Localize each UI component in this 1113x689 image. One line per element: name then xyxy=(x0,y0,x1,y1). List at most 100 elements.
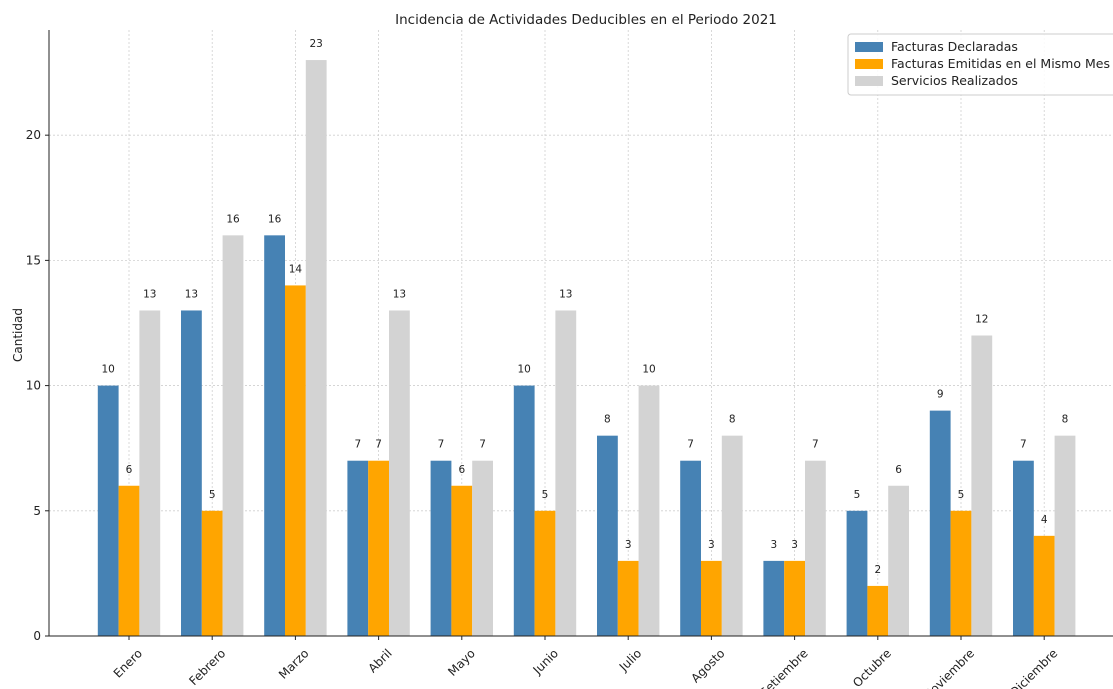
bar xyxy=(867,585,889,636)
x-tick-label: Enero xyxy=(111,646,145,680)
legend-swatch xyxy=(855,76,883,86)
data-label: 14 xyxy=(289,263,303,275)
bar xyxy=(721,435,743,636)
legend-swatch xyxy=(855,42,883,52)
bars xyxy=(97,60,1076,637)
data-label: 7 xyxy=(1020,439,1027,451)
legend: Facturas Declaradas Facturas Emitidas en … xyxy=(847,33,1113,96)
bar xyxy=(305,60,327,637)
data-label: 8 xyxy=(604,414,611,426)
bar xyxy=(950,510,972,636)
bar xyxy=(347,460,369,636)
data-label: 5 xyxy=(542,489,549,501)
y-tick-label: 5 xyxy=(33,504,41,518)
bar xyxy=(1033,535,1055,636)
chart-title: Incidencia de Actividades Deducibles en … xyxy=(395,12,777,28)
data-label: 23 xyxy=(310,38,323,50)
data-label: 7 xyxy=(354,439,361,451)
y-axis-label: Cantidad xyxy=(11,308,25,362)
data-label: 10 xyxy=(102,364,115,376)
x-tick-label: Mayo xyxy=(445,646,478,679)
data-label: 12 xyxy=(975,314,988,326)
data-label: 4 xyxy=(1041,514,1048,526)
x-tick-label: Setiembre xyxy=(757,646,811,689)
data-label: 7 xyxy=(687,439,694,451)
data-label: 3 xyxy=(791,539,798,551)
bar xyxy=(805,460,826,636)
legend-swatch xyxy=(855,59,883,69)
data-label: 13 xyxy=(393,288,406,300)
x-tick-label: Octubre xyxy=(850,646,894,689)
bar xyxy=(118,485,140,636)
data-label: 5 xyxy=(958,489,965,501)
bar xyxy=(701,560,722,636)
data-label: 8 xyxy=(729,414,736,426)
bar xyxy=(763,560,785,636)
data-label: 13 xyxy=(559,288,572,300)
x-tick-label: Julio xyxy=(616,646,644,674)
bar xyxy=(222,235,244,636)
bar xyxy=(617,560,639,636)
bar xyxy=(451,485,473,636)
legend-label: Facturas Declaradas xyxy=(891,39,1018,54)
x-tick-label: Diciembre xyxy=(1007,646,1060,689)
data-label: 10 xyxy=(642,364,655,376)
bar xyxy=(1054,435,1076,636)
bar xyxy=(846,510,868,636)
bar xyxy=(929,410,951,636)
x-tick-label: Junio xyxy=(530,646,561,677)
bar xyxy=(264,235,285,636)
data-label: 2 xyxy=(874,564,881,576)
data-label: 7 xyxy=(438,439,445,451)
x-tick-label: Agosto xyxy=(688,646,727,685)
bar xyxy=(139,310,161,636)
y-tick-label: 20 xyxy=(26,128,41,142)
data-label: 3 xyxy=(708,539,715,551)
data-label: 6 xyxy=(458,464,465,476)
bar xyxy=(555,310,577,636)
x-tick-label: Noviembre xyxy=(921,646,977,689)
data-label: 3 xyxy=(625,539,632,551)
legend-label: Servicios Realizados xyxy=(891,73,1018,88)
value-labels: 10 6 13 13 5 16 16 14 23 7 7 13 7 6 7 10 5 13 8 3 10 7 3 8 3 3 7 5 2… xyxy=(102,38,1069,576)
bar xyxy=(534,510,556,636)
bar xyxy=(285,285,306,636)
bar xyxy=(368,460,389,636)
y-tick-label: 15 xyxy=(26,253,41,267)
y-tick-label: 10 xyxy=(26,379,41,393)
y-tick-label: 0 xyxy=(33,629,41,643)
bar xyxy=(181,310,202,636)
legend-box xyxy=(847,33,1113,96)
bar xyxy=(971,335,993,636)
bar xyxy=(1013,460,1034,636)
data-label: 7 xyxy=(479,439,486,451)
data-label: 3 xyxy=(770,539,777,551)
data-label: 13 xyxy=(143,288,156,300)
bar xyxy=(97,385,119,636)
data-label: 6 xyxy=(895,464,902,476)
data-label: 10 xyxy=(518,364,531,376)
x-tick-label: Marzo xyxy=(276,646,312,682)
bar xyxy=(680,460,701,636)
data-label: 6 xyxy=(126,464,133,476)
bar xyxy=(201,510,223,636)
bar xyxy=(888,485,909,636)
bar xyxy=(472,460,493,636)
axes xyxy=(48,30,1113,637)
data-label: 5 xyxy=(854,489,861,501)
data-label: 16 xyxy=(268,213,282,225)
bar xyxy=(430,460,452,636)
x-tick-label: Febrero xyxy=(186,646,228,688)
legend-label: Facturas Emitidas en el Mismo Mes xyxy=(891,56,1110,71)
data-label: 9 xyxy=(937,389,944,401)
bar xyxy=(784,560,805,636)
bar xyxy=(389,310,410,636)
bar xyxy=(638,385,660,636)
data-label: 7 xyxy=(812,439,819,451)
data-label: 16 xyxy=(226,213,240,225)
data-label: 13 xyxy=(185,288,198,300)
data-label: 5 xyxy=(209,489,216,501)
data-label: 7 xyxy=(375,439,382,451)
data-label: 8 xyxy=(1062,414,1069,426)
